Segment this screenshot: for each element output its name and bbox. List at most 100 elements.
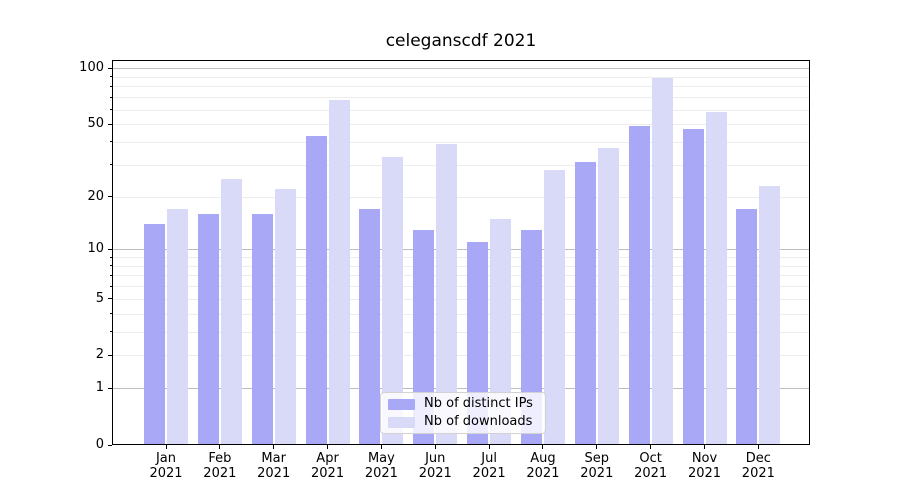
gridline-minor — [112, 313, 810, 315]
x-tick-label-line: 2021 — [634, 466, 668, 481]
y-minor-tick — [110, 313, 112, 315]
bar-downloads — [436, 144, 458, 445]
x-tick-label: Nov 2021 — [673, 451, 737, 481]
y-tick — [108, 387, 112, 389]
y-tick-label: 20 — [87, 188, 104, 204]
gridline-minor — [112, 257, 810, 259]
bar-downloads — [274, 189, 296, 445]
bar-distinct-ips — [197, 213, 219, 445]
x-tick — [650, 445, 652, 449]
bar-downloads — [328, 99, 350, 445]
bar-distinct-ips — [144, 224, 165, 445]
x-tick-label-line: Feb — [208, 451, 232, 466]
x-tick — [327, 445, 329, 449]
x-tick-label-line: 2021 — [580, 466, 614, 481]
x-tick-label-line: Jul — [481, 451, 497, 466]
x-tick-label: Jan 2021 — [134, 451, 198, 481]
x-tick — [434, 445, 436, 449]
y-minor-tick — [110, 256, 112, 258]
x-tick-label-line: 2021 — [149, 466, 183, 481]
x-tick-label: May 2021 — [349, 451, 413, 481]
x-tick — [273, 445, 275, 449]
x-tick-label: Dec 2021 — [726, 451, 790, 481]
gridline-minor — [112, 164, 810, 166]
gridline-minor — [112, 124, 810, 126]
x-tick — [542, 445, 544, 449]
x-tick — [757, 445, 759, 449]
legend: Nb of distinct IPs Nb of downloads — [380, 392, 546, 434]
bar-distinct-ips — [305, 136, 327, 445]
bar-downloads — [490, 218, 512, 445]
x-tick-label: Sep 2021 — [565, 451, 629, 481]
gridline-minor — [112, 97, 810, 99]
x-tick-label-line: 2021 — [311, 466, 345, 481]
bar-downloads — [220, 179, 242, 445]
y-minor-tick — [110, 274, 112, 276]
gridline-minor — [112, 286, 810, 288]
gridline-minor — [112, 76, 810, 78]
x-tick-label-line: 2021 — [257, 466, 291, 481]
x-tick — [488, 445, 490, 449]
gridline-minor — [112, 298, 810, 300]
x-tick-label: Apr 2021 — [296, 451, 360, 481]
bar-distinct-ips — [682, 129, 704, 445]
legend-swatch-downloads — [388, 416, 415, 428]
bar-distinct-ips — [520, 229, 542, 445]
x-tick-label: Jul 2021 — [457, 451, 521, 481]
x-tick-label-line: Dec — [745, 451, 771, 466]
gridline-minor — [112, 86, 810, 88]
legend-item-distinct-ips: Nb of distinct IPs — [388, 397, 545, 411]
y-tick-label: 5 — [95, 290, 104, 306]
x-tick-label-line: Jun — [425, 451, 446, 466]
gridline-minor — [112, 355, 810, 357]
x-tick-label-line: May — [367, 451, 395, 466]
axis-spine — [112, 60, 810, 61]
y-minor-tick — [110, 76, 112, 78]
y-tick — [108, 67, 112, 69]
gridline-minor — [112, 109, 810, 111]
y-tick — [108, 444, 112, 446]
x-tick-label: Mar 2021 — [242, 451, 306, 481]
x-tick-label-line: Aug — [530, 451, 556, 466]
bar-downloads — [705, 112, 727, 445]
x-tick-label: Aug 2021 — [511, 451, 575, 481]
y-minor-tick — [110, 109, 112, 111]
x-tick-label: Oct 2021 — [619, 451, 683, 481]
x-tick — [596, 445, 598, 449]
y-tick — [108, 248, 112, 250]
y-minor-tick — [110, 164, 112, 166]
x-tick-label-line: 2021 — [472, 466, 506, 481]
x-tick-label: Feb 2021 — [188, 451, 252, 481]
y-minor-tick — [110, 141, 112, 143]
x-tick-label-line: 2021 — [687, 466, 722, 481]
gridline-minor — [112, 265, 810, 267]
x-tick-label-line: 2021 — [741, 466, 775, 481]
axis-spine — [809, 60, 810, 445]
x-tick — [380, 445, 382, 449]
x-tick-label-line: 2021 — [203, 466, 237, 481]
bar-downloads — [167, 209, 188, 445]
y-tick-label: 50 — [87, 116, 104, 132]
bar-downloads — [651, 77, 673, 445]
bar-downloads — [543, 170, 565, 445]
axis-spine — [112, 444, 810, 445]
x-tick — [704, 445, 705, 449]
gridline-major — [112, 388, 810, 390]
x-tick-label-line: Nov — [691, 451, 718, 466]
x-tick-label-line: 2021 — [526, 466, 560, 481]
x-tick-label-line: Oct — [639, 451, 662, 466]
x-tick-label-line: 2021 — [364, 466, 398, 481]
x-tick-label-line: Apr — [316, 451, 339, 466]
y-tick — [108, 123, 112, 125]
bar-distinct-ips — [251, 213, 273, 445]
x-tick-label-line: Mar — [261, 451, 286, 466]
gridline-minor — [112, 331, 810, 333]
y-tick-label: 10 — [87, 241, 104, 257]
bar-distinct-ips — [359, 209, 381, 445]
y-minor-tick — [110, 285, 112, 287]
legend-swatch-distinct-ips — [388, 398, 415, 410]
x-tick — [165, 445, 167, 449]
legend-label-distinct-ips: Nb of distinct IPs — [424, 396, 533, 411]
axis-spine — [112, 60, 113, 445]
